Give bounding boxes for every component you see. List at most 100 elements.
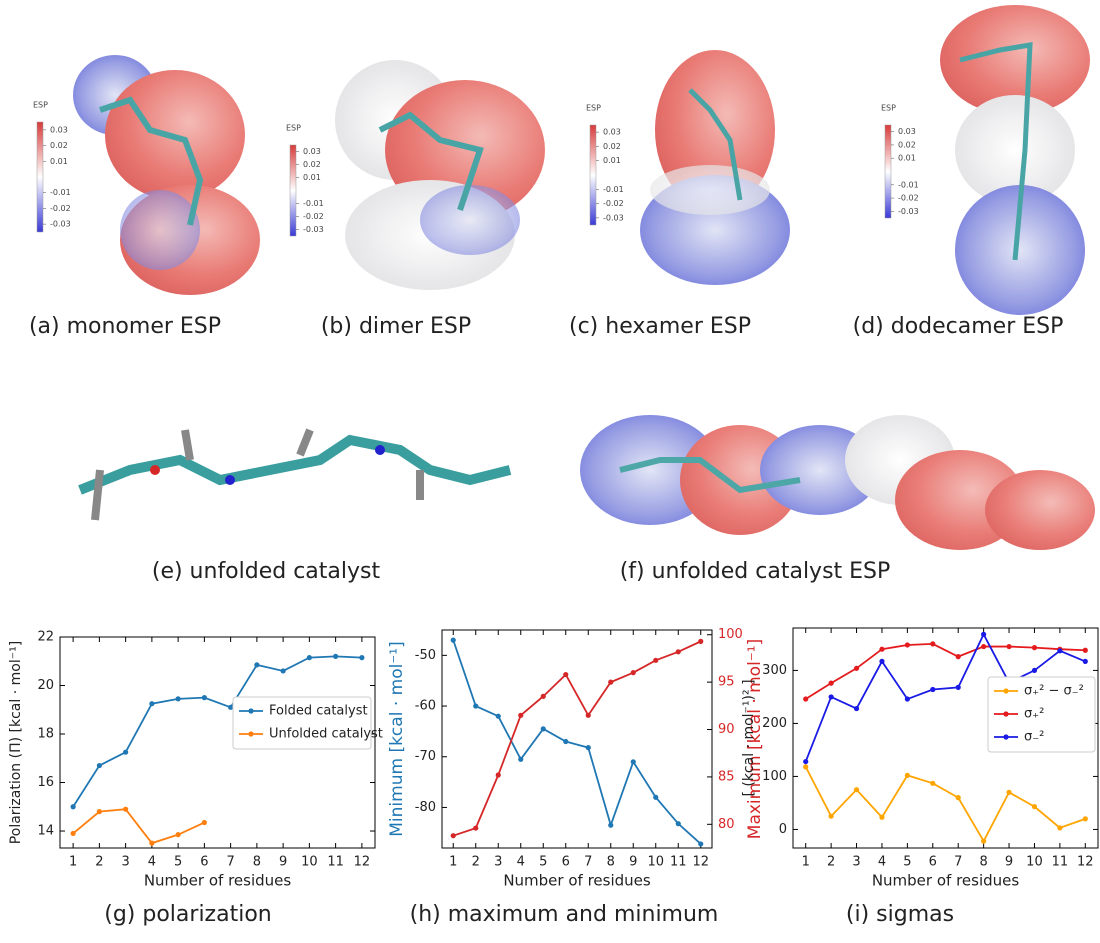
y-tick-label: 100 xyxy=(762,769,787,784)
data-point xyxy=(930,780,936,786)
data-point xyxy=(540,693,546,699)
data-point xyxy=(828,694,834,700)
data-point xyxy=(630,759,636,765)
x-tick-label: 8 xyxy=(979,855,987,870)
colorbar-tick-label: -0.01 xyxy=(303,199,324,208)
x-axis-label: Number of residues xyxy=(872,872,1020,890)
series-line xyxy=(804,632,1086,762)
x-tick-label: 6 xyxy=(929,855,937,870)
data-point xyxy=(495,772,501,778)
colorbar xyxy=(289,144,297,237)
data-point xyxy=(518,712,524,718)
data-point xyxy=(585,712,591,718)
data-point xyxy=(1031,667,1038,674)
y-tick-label: -80 xyxy=(415,800,436,815)
y-axis-label: Minimum [kcal · mol⁻¹] xyxy=(387,641,407,836)
x-tick-label: 5 xyxy=(539,855,547,870)
data-point xyxy=(1082,658,1088,664)
data-point xyxy=(930,641,936,647)
data-point xyxy=(563,738,569,745)
caption: (d) dodecamer ESP xyxy=(853,314,1064,339)
molecule-f xyxy=(580,415,1095,550)
data-point xyxy=(981,643,987,650)
colorbar-tick-label: -0.03 xyxy=(303,225,324,234)
series-line xyxy=(72,808,205,845)
colorbar-tick-label: -0.02 xyxy=(50,204,71,213)
data-point xyxy=(608,679,614,685)
series-line xyxy=(452,639,702,845)
data-point xyxy=(930,686,936,693)
data-point xyxy=(803,696,809,702)
x-tick-label: 8 xyxy=(607,855,615,870)
data-point xyxy=(1082,816,1088,822)
data-point xyxy=(70,804,76,810)
data-point xyxy=(96,809,102,815)
legend-label: σ₊² xyxy=(1024,707,1044,722)
x-tick-label: 11 xyxy=(670,855,687,870)
captions: (a) monomer ESP (b) dimer ESP (c) hexamer … xyxy=(29,314,1063,927)
data-point xyxy=(175,832,181,838)
x-tick-label: 10 xyxy=(1026,855,1043,870)
colorbar-tick-label: 0.03 xyxy=(898,127,916,136)
caption: (f) unfolded catalyst ESP xyxy=(620,559,891,584)
x-tick-label: 5 xyxy=(903,855,911,870)
legend-marker xyxy=(1003,688,1009,694)
y-tick-label: -50 xyxy=(415,648,436,663)
series-line xyxy=(452,640,702,837)
data-point xyxy=(879,646,885,652)
data-point xyxy=(228,704,234,710)
molecule-c xyxy=(640,50,790,285)
data-point xyxy=(828,813,834,819)
y-axis-label: [ (kcal · mol⁻¹)² ] xyxy=(741,679,757,796)
data-point xyxy=(96,762,102,769)
legend-marker xyxy=(248,731,254,737)
caption: (a) monomer ESP xyxy=(29,314,221,339)
data-point xyxy=(904,642,910,648)
colorbar xyxy=(36,121,44,233)
legend-box xyxy=(987,676,1096,753)
data-point xyxy=(563,671,569,678)
data-point xyxy=(1031,645,1038,651)
data-point xyxy=(149,840,155,846)
x-tick-label: 1 xyxy=(69,855,77,870)
x-tick-label: 3 xyxy=(852,855,860,870)
data-point xyxy=(904,696,910,702)
series-line xyxy=(804,766,1086,843)
molecule-e xyxy=(78,428,512,521)
data-point xyxy=(254,662,260,668)
legend-label: Folded catalyst xyxy=(269,704,368,719)
colorbar xyxy=(884,124,892,219)
series-line xyxy=(805,642,1086,700)
x-tick-label: 7 xyxy=(584,855,592,870)
data-point xyxy=(123,806,129,812)
y-tick-label: 14 xyxy=(37,824,54,839)
y-tick-label: 18 xyxy=(37,727,54,742)
data-point xyxy=(698,638,704,644)
x-tick-label: 8 xyxy=(253,855,261,870)
x-tick-label: 11 xyxy=(327,855,344,870)
plot-frame xyxy=(441,629,713,849)
colorbar-tick-label: 0.03 xyxy=(303,147,321,156)
data-point xyxy=(853,665,860,671)
data-point xyxy=(904,772,910,778)
data-point xyxy=(879,658,885,664)
y-tick-label: 0 xyxy=(779,822,787,837)
plot-frame xyxy=(59,636,376,849)
caption: (c) hexamer ESP xyxy=(569,314,751,339)
data-point xyxy=(879,814,885,820)
y-tick-label: 16 xyxy=(37,775,54,790)
x-tick-label: 2 xyxy=(827,855,835,870)
y2-tick-label: 100 xyxy=(718,627,743,642)
molecule-a xyxy=(73,55,260,295)
legend-marker xyxy=(1003,734,1009,740)
colorbar-label: ESP xyxy=(286,124,301,133)
colorbar-tick-label: -0.02 xyxy=(603,199,624,208)
data-point xyxy=(1057,825,1063,831)
y2-tick-label: 85 xyxy=(718,769,735,784)
x-tick-label: 7 xyxy=(954,855,962,870)
data-point xyxy=(1057,648,1063,654)
x-tick-label: 6 xyxy=(562,855,570,870)
colorbar xyxy=(589,124,597,226)
